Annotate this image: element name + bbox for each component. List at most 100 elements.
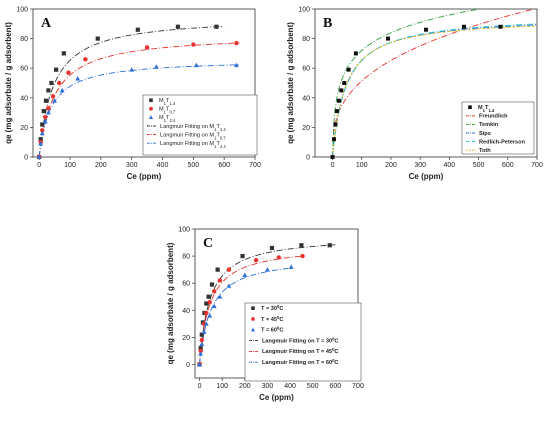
legend-label: Sips xyxy=(479,131,491,137)
legend-text-part: 0 xyxy=(332,336,335,341)
legend-text-part: 1.4 xyxy=(220,126,226,131)
legend-label: Langmuir Fitting on T = 600C xyxy=(262,358,338,367)
x-tick-label: 600 xyxy=(502,162,514,169)
x-tick-label: 300 xyxy=(262,383,274,390)
data-point xyxy=(75,76,81,81)
data-point xyxy=(43,98,49,103)
y-tick-label: 20 xyxy=(20,125,28,132)
x-tick-label: 300 xyxy=(414,162,426,169)
legend-label: T = 450C xyxy=(261,314,283,323)
legend-text-part: 1 xyxy=(214,144,217,149)
data-point xyxy=(217,278,223,283)
model-curve xyxy=(332,25,537,157)
data-point xyxy=(36,154,42,159)
panel-label: C xyxy=(203,236,213,251)
fit-curve xyxy=(199,255,304,365)
x-tick-label: 500 xyxy=(187,162,199,169)
y-tick-label: 100 xyxy=(16,7,28,14)
data-point xyxy=(242,272,248,277)
y-tick-label: 80 xyxy=(302,36,310,43)
data-point xyxy=(42,118,48,124)
panel-label: B xyxy=(323,16,332,31)
legend-text-part: 1 xyxy=(483,108,486,113)
legend-label: Toth xyxy=(479,148,491,154)
y-tick-label: 0 xyxy=(186,362,190,369)
data-point xyxy=(175,24,181,29)
data-point xyxy=(253,257,259,263)
legend-text-part: 0 xyxy=(277,304,280,309)
data-point xyxy=(199,341,205,347)
data-point xyxy=(498,24,503,29)
data-point xyxy=(198,348,203,354)
data-point xyxy=(199,332,204,337)
data-point xyxy=(54,67,59,72)
data-point xyxy=(276,255,281,260)
data-point xyxy=(207,299,212,305)
data-point xyxy=(41,109,46,114)
data-point xyxy=(83,57,88,62)
legend-text-part: Sips xyxy=(479,131,491,137)
legend-text-part: T xyxy=(166,115,170,121)
data-point xyxy=(333,122,338,127)
legend-label: Langmuir Fitting on M1T0.7 xyxy=(160,132,226,140)
x-tick-label: 500 xyxy=(307,383,319,390)
panel-A: 0 100 200 300 400 500 600 700 0 20 40 60 80 100 Ce (pp… xyxy=(4,7,261,182)
legend-label: Langmuir Fitting on M1T1.4 xyxy=(160,124,226,132)
data-point xyxy=(327,243,332,248)
legend-text-part: 1.4 xyxy=(488,108,494,113)
legend-label: Langmuir Fitting on T = 450C xyxy=(262,347,338,356)
legend-label: M1T2.4 xyxy=(159,115,176,123)
data-point xyxy=(207,313,213,318)
legend-text-part: 2.4 xyxy=(169,118,175,123)
data-point xyxy=(197,361,202,367)
data-point xyxy=(209,282,215,287)
data-point xyxy=(38,137,43,142)
data-point xyxy=(49,80,54,86)
data-point xyxy=(203,321,209,326)
data-point xyxy=(386,36,391,41)
x-tick-label: 600 xyxy=(330,383,342,390)
legend-marker xyxy=(250,327,256,332)
legend-text-part: M xyxy=(159,115,164,121)
legend-text-part: C xyxy=(279,317,283,323)
panel-B: 0 100 200 300 400 500 600 700 0 20 40 60 80 100 Ce (pp… xyxy=(286,7,543,182)
legend-text-part: 1.4 xyxy=(169,101,175,106)
legend-text-part: C xyxy=(334,349,338,355)
data-point xyxy=(129,67,135,72)
x-tick-label: 100 xyxy=(356,162,368,169)
legend-text-part: 1 xyxy=(164,101,167,106)
curve-layer xyxy=(332,9,537,157)
x-tick-label: 0 xyxy=(37,162,41,169)
data-point xyxy=(57,80,62,86)
legend-label: Langmuir Fitting on M1T2.4 xyxy=(160,141,226,149)
legend-text-part: T xyxy=(485,105,489,111)
panel-C: 0 100 200 300 400 500 600 700 0 20 40 60 80 100 Ce (pp… xyxy=(166,227,364,403)
y-tick-label: 40 xyxy=(182,308,190,315)
data-point xyxy=(342,81,347,85)
data-point xyxy=(46,88,51,93)
legend-marker xyxy=(149,98,153,102)
data-point xyxy=(339,88,344,93)
data-point xyxy=(346,67,351,72)
plot-frame xyxy=(314,8,538,158)
legend-text-part: 0 xyxy=(277,325,280,330)
fit-curve xyxy=(199,244,336,365)
legend-text-part: T = 45 xyxy=(261,317,277,323)
legend-marker xyxy=(149,106,153,111)
data-point xyxy=(240,253,245,259)
data-point xyxy=(59,87,65,93)
y-tick-label: 80 xyxy=(20,36,28,43)
data-point xyxy=(215,267,220,272)
legend-text-part: 1 xyxy=(164,109,167,114)
legend-text-part: C xyxy=(279,328,283,334)
data-point xyxy=(135,27,140,32)
fit-curve xyxy=(199,267,293,365)
legend-text-part: Langmuir Fitting on T = 45 xyxy=(262,349,332,355)
legend-text-part: T xyxy=(216,132,220,138)
x-tick-label: 200 xyxy=(239,383,251,390)
model-curve xyxy=(332,9,536,157)
legend-text-part: C xyxy=(279,306,283,312)
x-tick-label: 100 xyxy=(64,162,76,169)
legend-label: M1T0.7 xyxy=(159,107,176,115)
